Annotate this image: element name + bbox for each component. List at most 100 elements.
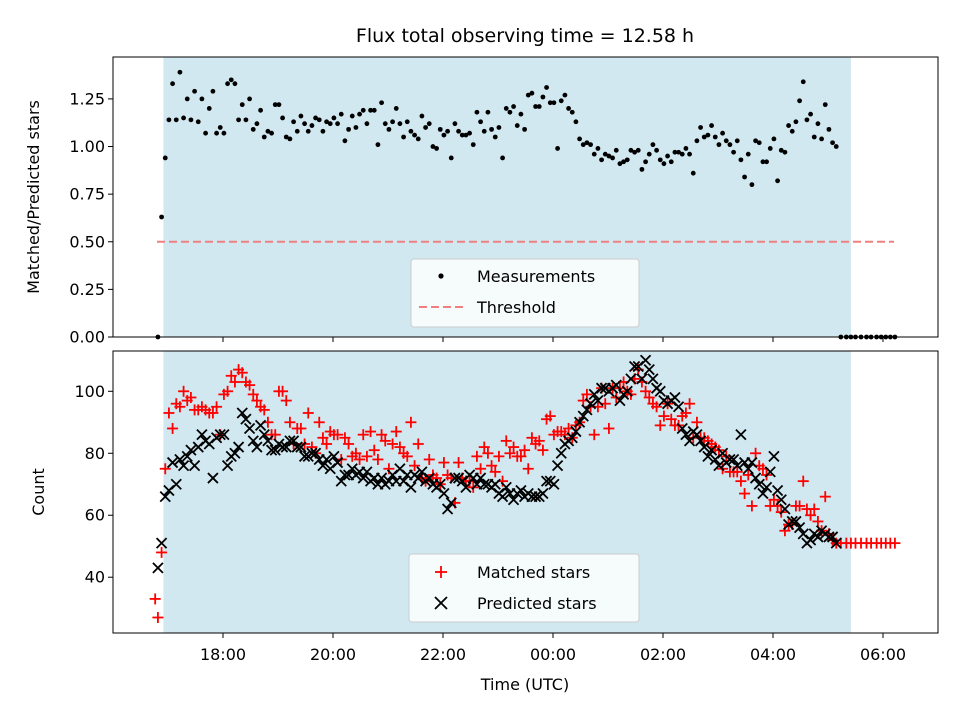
x-tick-label: 02:00 [640,645,686,664]
measurement-point [797,98,802,104]
predicted-star-marker [412,472,424,484]
predicted-star-stroke [775,494,787,506]
predicted-star-stroke [232,441,245,453]
measurement-point [236,117,241,123]
measurement-point [456,128,461,134]
measurement-point [786,123,791,128]
predicted-star-marker [247,435,259,447]
measurement-point [558,98,564,104]
matched-star-marker [247,388,259,400]
measurement-point [331,115,337,121]
matched-star-marker [149,593,161,605]
predicted-star-marker [298,450,311,462]
predicted-star-stroke [749,472,762,484]
measurement-point [441,132,447,138]
measurement-point [170,81,175,87]
measurement-point [364,121,370,127]
measurement-point [701,134,707,140]
predicted-star-stroke [174,453,186,466]
predicted-star-stroke [152,562,164,574]
matched-star-marker [493,450,505,462]
measurement-point [628,147,634,153]
measurement-point [518,111,524,117]
matched-star-marker [504,447,516,459]
predicted-star-marker [592,394,604,407]
measurement-point [756,140,762,146]
predicted-star-stroke [207,472,219,484]
predicted-star-stroke [188,460,201,472]
measurement-point [830,140,835,146]
measurement-point [738,157,744,163]
predicted-star-stroke [676,422,688,435]
measurement-point [815,121,821,127]
predicted-star-marker [735,429,747,441]
measurement-point [214,130,219,136]
measurement-point [613,147,619,153]
legend-marker-measurements [438,273,444,279]
measurement-point [720,130,725,136]
predicted-star-marker [196,429,208,441]
predicted-star-stroke [394,463,406,475]
measurement-point [668,159,674,165]
predicted-star-marker [746,456,758,469]
matched-star-marker [486,460,498,472]
predicted-star-stroke [375,472,388,484]
measurement-point [544,85,549,90]
measurement-point [683,146,689,151]
measurement-point [584,140,590,146]
predicted-star-marker [500,481,512,493]
predicted-star-marker [812,531,824,543]
matched-star-marker [365,426,377,438]
measurement-point [690,170,696,176]
matched-star-marker [152,612,164,624]
matched-star-marker [229,376,241,388]
predicted-star-stroke [416,466,428,478]
measurement-point [646,151,652,157]
measurement-point [228,77,234,83]
measurement-point [679,151,685,157]
predicted-star-marker [577,410,589,422]
predicted-star-stroke [625,373,637,385]
matched-star-marker [797,475,809,487]
predicted-star-stroke [768,450,780,462]
predicted-star-stroke [412,472,424,484]
measurement-point [437,126,443,132]
predicted-star-stroke [357,472,369,484]
matched-star-marker [475,463,487,475]
measurement-point [782,149,788,155]
predicted-star-marker [229,447,241,459]
legend-label-matched: Matched stars [477,563,590,582]
matched-star-marker [544,410,556,422]
predicted-star-marker [573,416,586,428]
measurement-point [698,125,703,130]
measurement-point [393,106,399,111]
predicted-star-marker [731,460,743,472]
measurement-point [793,119,799,125]
predicted-star-stroke [705,444,718,456]
predicted-star-stroke [243,422,256,435]
predicted-star-stroke [507,494,520,506]
predicted-star-marker [790,515,802,528]
matched-star-marker [225,370,237,382]
predicted-star-marker [166,456,179,469]
predicted-star-stroke [438,487,450,500]
measurement-point [610,155,615,161]
measurement-point [401,134,406,140]
predicted-star-stroke [298,450,311,462]
measurement-point [419,113,425,119]
predicted-star-marker [529,491,542,503]
matched-star-marker [526,432,538,444]
predicted-star-stroke [654,385,666,397]
matched-star-marker [379,435,391,447]
predicted-star-stroke [713,460,725,472]
measurement-point [199,96,205,102]
predicted-star-marker [188,460,201,472]
matched-star-marker [321,438,333,450]
measurement-point [445,128,450,134]
measurement-point [555,146,560,151]
predicted-star-stroke [229,447,241,459]
x-tick-label: 00:00 [530,645,576,664]
predicted-star-stroke [573,416,586,428]
measurement-point [650,142,656,148]
predicted-star-marker [676,422,688,435]
